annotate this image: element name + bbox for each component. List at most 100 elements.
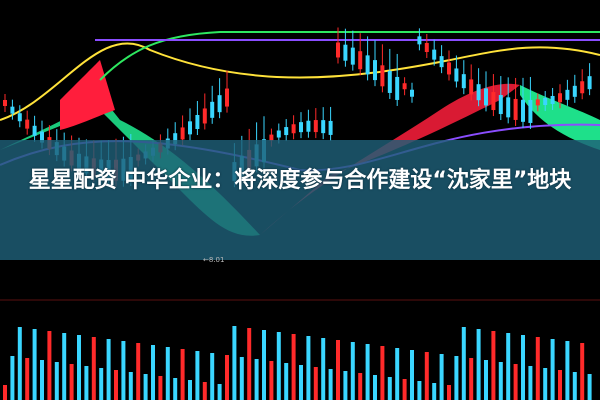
volume-bar — [180, 349, 185, 400]
volume-bar — [432, 383, 437, 400]
volume-bar — [528, 366, 533, 400]
candle-body — [217, 95, 222, 113]
volume-bar — [173, 378, 178, 400]
volume-bar — [535, 337, 540, 400]
candle-body — [498, 95, 503, 115]
candle-body — [380, 65, 385, 87]
candle-body — [284, 127, 289, 136]
candle-body — [387, 70, 392, 93]
volume-bar — [3, 385, 7, 400]
candle-body — [580, 81, 585, 94]
candle-body — [32, 125, 37, 136]
candle-body — [550, 95, 555, 104]
candle-body — [513, 98, 518, 120]
volume-bar — [350, 342, 355, 400]
candle-body — [587, 76, 592, 90]
volume-bar — [358, 373, 363, 400]
volume-bar — [262, 330, 266, 400]
volume-bar — [580, 343, 585, 400]
candle-body — [476, 84, 481, 101]
volume-bar — [69, 364, 74, 400]
candle-body — [210, 101, 215, 118]
volume-bar — [521, 335, 525, 400]
volume-bar — [202, 382, 207, 400]
volume-bar — [77, 335, 81, 400]
candle-body — [269, 134, 274, 141]
volume-bar — [47, 331, 52, 400]
candle-body — [25, 119, 30, 129]
volume-bar — [454, 356, 459, 400]
candle-body — [291, 124, 296, 134]
volume-bar — [306, 336, 311, 400]
volume-bar — [587, 374, 592, 400]
volume-bar — [84, 366, 89, 400]
volume-bar — [143, 374, 148, 400]
volume-bar — [461, 327, 466, 400]
candle-body — [439, 56, 444, 68]
volume-bar — [373, 375, 377, 400]
candle-body — [506, 97, 511, 118]
candle-body — [461, 74, 466, 89]
volume-bar — [299, 365, 303, 400]
volume-bar — [32, 329, 37, 400]
volume-bar — [232, 326, 237, 400]
candle-body — [276, 130, 281, 138]
volume-bar — [558, 370, 562, 400]
cloud-red-right — [260, 83, 520, 235]
volume-bar — [62, 333, 67, 400]
candle-body — [10, 106, 15, 114]
ma-yellow-line — [0, 42, 600, 121]
candle-body — [454, 68, 459, 82]
candle-body — [424, 43, 429, 53]
candle-body — [358, 51, 363, 70]
volume-bar — [313, 367, 318, 400]
volume-bar — [54, 362, 59, 400]
volume-bar — [195, 351, 200, 400]
low-price-label: ←8.01 — [203, 256, 225, 264]
volume-bar — [17, 327, 22, 400]
candle-body — [543, 98, 548, 106]
candle-body — [299, 122, 303, 133]
candle-body — [365, 55, 370, 75]
candle-body — [402, 83, 407, 90]
volume-bar — [151, 345, 155, 400]
candle-body — [432, 49, 437, 60]
volume-bar — [439, 354, 444, 400]
candle-body — [469, 79, 474, 95]
candle-body — [173, 133, 178, 145]
volume-bar — [210, 353, 215, 400]
volume-bar — [380, 346, 385, 400]
volume-bar — [565, 341, 570, 400]
volume-bar — [513, 364, 518, 400]
candle-body — [528, 99, 533, 123]
volume-bar — [491, 331, 496, 400]
candle-body — [410, 89, 414, 97]
candle-body — [3, 100, 7, 106]
volume-bar — [328, 369, 333, 400]
volume-bar — [136, 343, 141, 400]
candle-body — [343, 44, 348, 61]
volume-bar — [239, 357, 244, 400]
volume-bar — [40, 360, 44, 400]
candle-body — [188, 121, 192, 135]
volume-bar — [476, 329, 481, 400]
volume-bar — [543, 368, 548, 400]
volume-bar — [365, 344, 370, 400]
candle-body — [417, 36, 422, 45]
candle-body — [336, 42, 340, 58]
volume-bar — [276, 332, 281, 400]
candle-body — [321, 120, 326, 134]
candle-body — [491, 92, 496, 111]
candle-body — [558, 93, 562, 103]
candle-body — [350, 47, 355, 65]
volume-bar — [225, 355, 229, 400]
volume-bar — [217, 384, 222, 400]
volume-bar — [284, 363, 289, 400]
candle-body — [202, 108, 207, 124]
volume-bar — [91, 337, 96, 400]
volume-bar — [99, 368, 104, 400]
volume-bar — [395, 348, 400, 400]
candle-body — [40, 131, 44, 143]
candle-body — [535, 99, 540, 106]
